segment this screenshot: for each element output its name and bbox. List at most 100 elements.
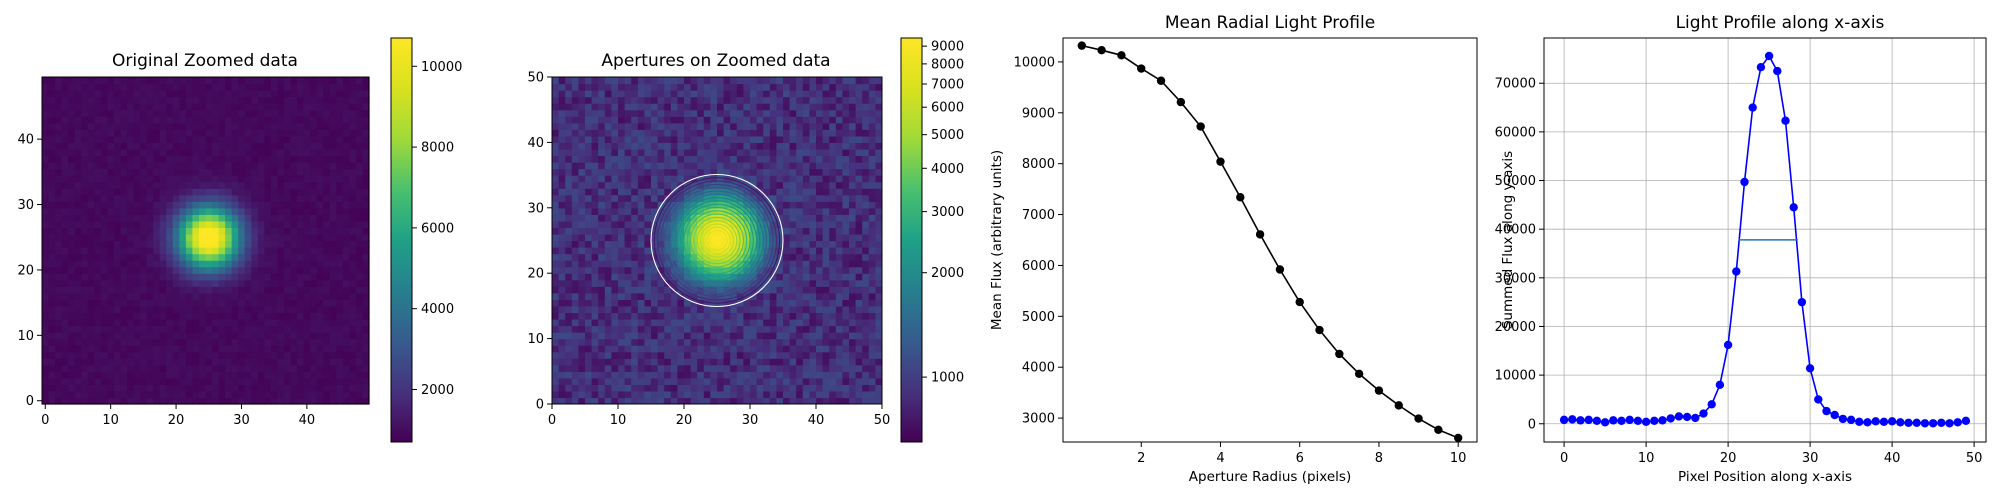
pixel xyxy=(81,234,88,241)
pixel xyxy=(62,365,69,372)
pixel xyxy=(192,345,199,352)
pixel xyxy=(559,326,566,333)
pixel xyxy=(684,123,691,130)
pixel xyxy=(638,182,645,189)
pixel xyxy=(842,142,849,149)
pixel xyxy=(336,241,343,248)
pixel xyxy=(618,358,625,365)
pixel xyxy=(245,365,252,372)
pixel xyxy=(271,188,278,195)
pixel xyxy=(770,332,777,339)
pixel xyxy=(704,391,711,398)
pixel xyxy=(107,247,114,254)
pixel xyxy=(677,162,684,169)
pixel xyxy=(140,332,147,339)
pixel xyxy=(291,339,298,346)
pixel xyxy=(199,299,206,306)
pixel xyxy=(737,384,744,391)
pixel xyxy=(284,312,291,319)
pixel xyxy=(836,384,843,391)
pixel xyxy=(856,312,863,319)
pixel xyxy=(304,90,311,97)
pixel xyxy=(206,286,213,293)
pixel xyxy=(134,149,141,156)
pixel xyxy=(611,378,618,385)
pixel xyxy=(75,332,82,339)
pixel xyxy=(677,129,684,136)
pixel xyxy=(862,227,869,234)
pixel xyxy=(770,162,777,169)
pixel xyxy=(823,260,830,267)
pixel xyxy=(783,299,790,306)
pixel xyxy=(219,234,226,241)
pixel xyxy=(134,339,141,346)
pixel xyxy=(277,169,284,176)
pixel xyxy=(572,332,579,339)
pixel xyxy=(304,195,311,202)
pixel xyxy=(611,175,618,182)
pixel xyxy=(618,299,625,306)
pixel xyxy=(763,155,770,162)
pixel xyxy=(238,319,245,326)
pixel xyxy=(291,195,298,202)
pixel xyxy=(147,116,154,123)
pixel xyxy=(206,195,213,202)
pixel xyxy=(101,339,108,346)
pixel xyxy=(790,129,797,136)
pixel xyxy=(225,352,232,359)
pixel xyxy=(829,227,836,234)
pixel xyxy=(101,371,108,378)
pixel xyxy=(140,234,147,241)
pixel xyxy=(796,90,803,97)
pixel xyxy=(160,142,167,149)
pixel xyxy=(186,247,193,254)
pixel xyxy=(592,371,599,378)
pixel xyxy=(849,254,856,261)
pixel xyxy=(631,195,638,202)
pixel xyxy=(618,339,625,346)
pixel xyxy=(691,149,698,156)
pixel xyxy=(862,195,869,202)
pixel xyxy=(572,306,579,313)
pixel xyxy=(271,227,278,234)
pixel xyxy=(114,345,121,352)
pixel xyxy=(697,371,704,378)
pixel xyxy=(737,339,744,346)
pixel xyxy=(166,299,173,306)
pixel xyxy=(829,214,836,221)
pixel xyxy=(763,116,770,123)
pixel xyxy=(796,155,803,162)
pixel xyxy=(225,129,232,136)
pixel xyxy=(75,391,82,398)
pixel xyxy=(258,326,265,333)
pixel xyxy=(277,155,284,162)
pixel xyxy=(343,84,350,91)
pixel xyxy=(251,319,258,326)
pixel xyxy=(75,273,82,280)
pixel xyxy=(856,188,863,195)
pixel xyxy=(869,254,876,261)
pixel xyxy=(862,136,869,143)
pixel xyxy=(251,110,258,117)
pixel xyxy=(225,378,232,385)
pixel xyxy=(356,97,363,104)
pixel xyxy=(140,227,147,234)
pixel xyxy=(585,280,592,287)
pixel xyxy=(638,90,645,97)
pixel xyxy=(750,110,757,117)
pixel xyxy=(134,365,141,372)
pixel xyxy=(219,123,226,130)
pixel xyxy=(349,221,356,228)
pixel xyxy=(134,384,141,391)
pixel xyxy=(62,136,69,143)
pixel xyxy=(776,155,783,162)
pixel xyxy=(796,254,803,261)
pixel xyxy=(625,260,632,267)
pixel xyxy=(763,286,770,293)
pixel xyxy=(258,97,265,104)
pixel xyxy=(304,293,311,300)
pixel xyxy=(823,201,830,208)
pixel xyxy=(842,195,849,202)
pixel xyxy=(783,339,790,346)
pixel xyxy=(823,384,830,391)
